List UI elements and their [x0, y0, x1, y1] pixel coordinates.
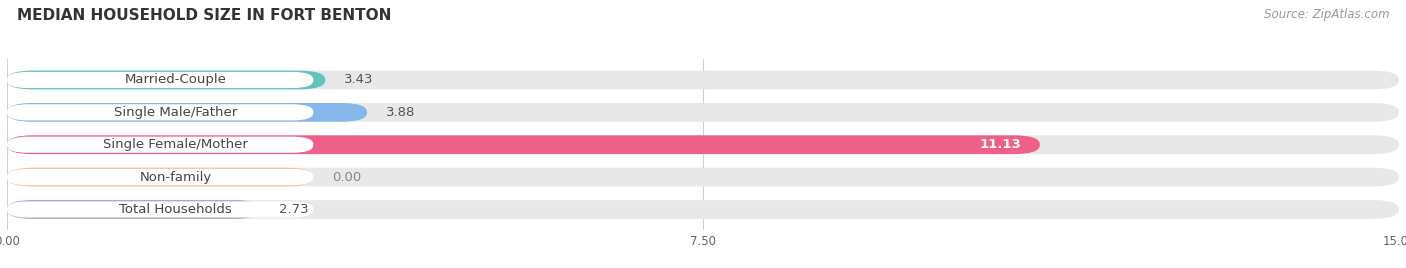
Text: 3.88: 3.88 — [385, 106, 415, 119]
FancyBboxPatch shape — [7, 103, 367, 122]
Text: Source: ZipAtlas.com: Source: ZipAtlas.com — [1264, 8, 1389, 21]
FancyBboxPatch shape — [7, 168, 314, 187]
Text: MEDIAN HOUSEHOLD SIZE IN FORT BENTON: MEDIAN HOUSEHOLD SIZE IN FORT BENTON — [17, 8, 391, 23]
FancyBboxPatch shape — [7, 72, 314, 88]
Text: Single Male/Father: Single Male/Father — [114, 106, 238, 119]
FancyBboxPatch shape — [7, 168, 1399, 187]
Text: 11.13: 11.13 — [980, 138, 1021, 151]
FancyBboxPatch shape — [7, 200, 260, 219]
Text: 3.43: 3.43 — [344, 73, 374, 87]
FancyBboxPatch shape — [7, 104, 314, 120]
FancyBboxPatch shape — [7, 135, 1040, 154]
Text: Single Female/Mother: Single Female/Mother — [103, 138, 247, 151]
FancyBboxPatch shape — [7, 135, 1399, 154]
Text: 0.00: 0.00 — [332, 171, 361, 184]
FancyBboxPatch shape — [7, 103, 1399, 122]
FancyBboxPatch shape — [7, 137, 314, 153]
Text: Married-Couple: Married-Couple — [125, 73, 226, 87]
Text: 2.73: 2.73 — [278, 203, 308, 216]
Text: Total Households: Total Households — [120, 203, 232, 216]
FancyBboxPatch shape — [7, 201, 314, 218]
FancyBboxPatch shape — [7, 70, 1399, 90]
FancyBboxPatch shape — [7, 169, 314, 185]
Text: Non-family: Non-family — [139, 171, 211, 184]
FancyBboxPatch shape — [7, 200, 1399, 219]
FancyBboxPatch shape — [7, 70, 325, 90]
